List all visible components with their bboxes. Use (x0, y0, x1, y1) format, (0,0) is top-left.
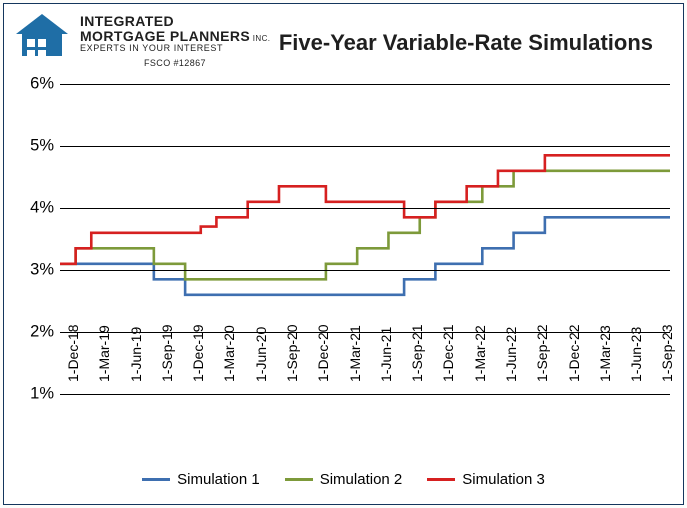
x-axis-label: 1-Dec-19 (190, 324, 206, 382)
gridline (60, 84, 670, 85)
x-axis-label: 1-Sep-21 (409, 324, 425, 382)
x-axis-label: 1-Jun-20 (253, 327, 269, 382)
x-axis-label: 1-Mar-19 (96, 325, 112, 382)
legend-swatch (142, 478, 170, 481)
y-axis-label: 5% (30, 137, 54, 156)
gridline (60, 270, 670, 271)
x-axis-label: 1-Sep-19 (159, 324, 175, 382)
brand-text: INTEGRATED MORTGAGE PLANNERS INC. EXPERT… (80, 14, 270, 53)
chart-title: Five-Year Variable-Rate Simulations (279, 30, 653, 56)
legend-label: Simulation 1 (177, 471, 260, 488)
legend-item: Simulation 3 (427, 471, 545, 488)
legend-item: Simulation 2 (285, 471, 403, 488)
x-axis-label: 1-Dec-20 (315, 324, 331, 382)
brand-fsco: FSCO #12867 (144, 58, 206, 68)
x-axis-label: 1-Jun-21 (378, 327, 394, 382)
x-axis-label: 1-Jun-19 (128, 327, 144, 382)
logo-mark (16, 14, 70, 56)
x-axis-label: 1-Dec-22 (566, 324, 582, 382)
x-axis-label: 1-Mar-21 (347, 325, 363, 382)
chart-legend: Simulation 1 Simulation 2 Simulation 3 (4, 471, 683, 488)
y-axis-label: 1% (30, 385, 54, 404)
legend-item: Simulation 1 (142, 471, 260, 488)
brand-logo: INTEGRATED MORTGAGE PLANNERS INC. EXPERT… (16, 14, 270, 56)
chart-frame: INTEGRATED MORTGAGE PLANNERS INC. EXPERT… (3, 3, 684, 505)
x-axis-label: 1-Mar-22 (472, 325, 488, 382)
brand-tagline: EXPERTS IN YOUR INTEREST (80, 43, 270, 53)
x-axis-label: 1-Sep-20 (284, 324, 300, 382)
gridline (60, 394, 670, 395)
x-axis-label: 1-Mar-20 (221, 325, 237, 382)
series-line (60, 217, 670, 294)
legend-swatch (427, 478, 455, 481)
y-axis-label: 3% (30, 261, 54, 280)
x-axis-label: 1-Dec-21 (440, 324, 456, 382)
x-axis-label: 1-Jun-23 (628, 327, 644, 382)
chart-plot-area: 1%2%3%4%5%6%1-Dec-181-Mar-191-Jun-191-Se… (60, 84, 670, 394)
y-axis-label: 2% (30, 323, 54, 342)
gridline (60, 146, 670, 147)
gridline (60, 208, 670, 209)
x-axis-label: 1-Dec-18 (65, 324, 81, 382)
legend-label: Simulation 3 (462, 471, 545, 488)
legend-swatch (285, 478, 313, 481)
brand-line1: INTEGRATED (80, 14, 270, 29)
brand-line2: MORTGAGE PLANNERS INC. (80, 29, 270, 44)
y-axis-label: 4% (30, 199, 54, 218)
x-axis-label: 1-Sep-23 (659, 324, 675, 382)
x-axis-label: 1-Jun-22 (503, 327, 519, 382)
x-axis-label: 1-Sep-22 (534, 324, 550, 382)
legend-label: Simulation 2 (320, 471, 403, 488)
y-axis-label: 6% (30, 75, 54, 94)
x-axis-label: 1-Mar-23 (597, 325, 613, 382)
